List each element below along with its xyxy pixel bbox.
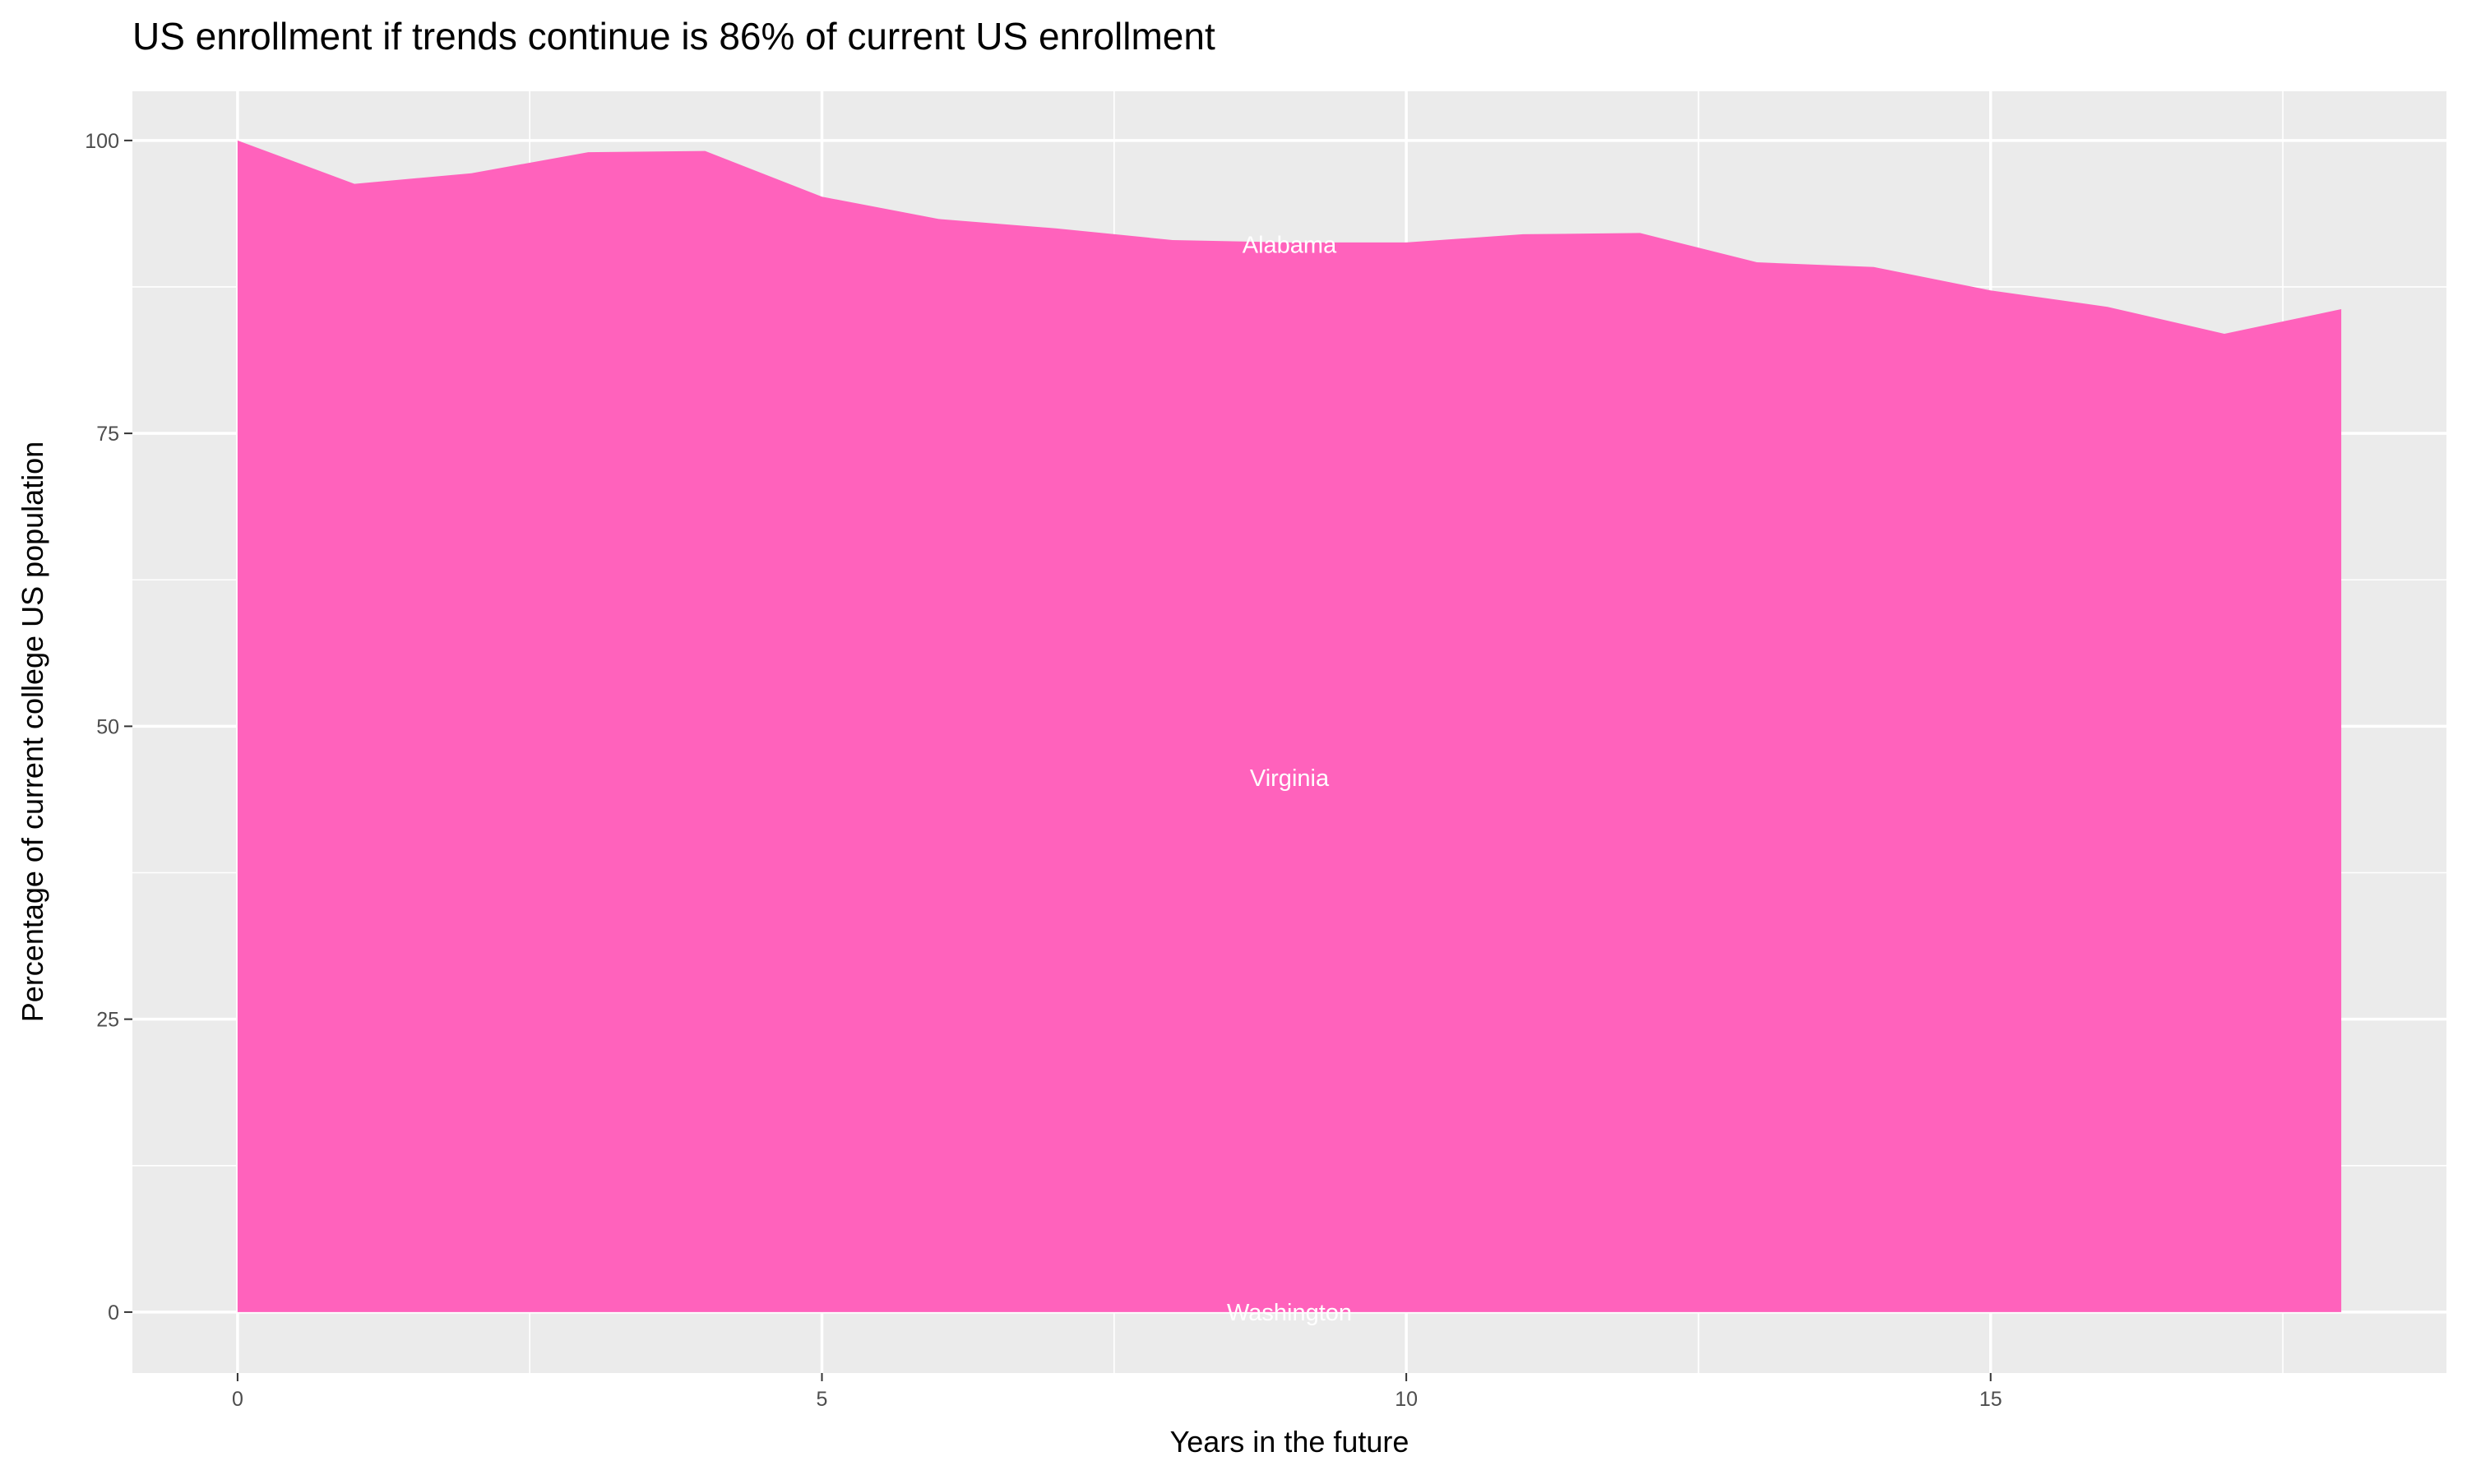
y-axis-label: Percentage of current college US populat…: [16, 442, 49, 1022]
x-tick-label: 15: [1979, 1388, 2002, 1411]
y-tick-label: 100: [85, 130, 119, 153]
y-tick-label: 0: [108, 1301, 119, 1325]
x-tick-label: 5: [817, 1388, 828, 1411]
y-tick-label: 25: [96, 1009, 119, 1032]
area-labels: Alabama Virginia Washington: [1227, 233, 1352, 1326]
x-axis-ticks: 0 5 10 15: [232, 1373, 2002, 1411]
area-label-alabama: Alabama: [1243, 233, 1337, 259]
chart-title: US enrollment if trends continue is 86% …: [132, 15, 1215, 58]
area-label-virginia: Virginia: [1250, 765, 1330, 792]
y-axis-ticks: 0 25 50 75 100: [85, 130, 132, 1325]
x-tick-label: 10: [1395, 1388, 1418, 1411]
x-tick-label: 0: [232, 1388, 243, 1411]
y-tick-label: 75: [96, 423, 119, 446]
x-axis-label: Years in the future: [1170, 1425, 1409, 1459]
y-tick-label: 50: [96, 715, 119, 738]
area-series: [237, 140, 2342, 1312]
area-label-washington: Washington: [1227, 1300, 1352, 1326]
